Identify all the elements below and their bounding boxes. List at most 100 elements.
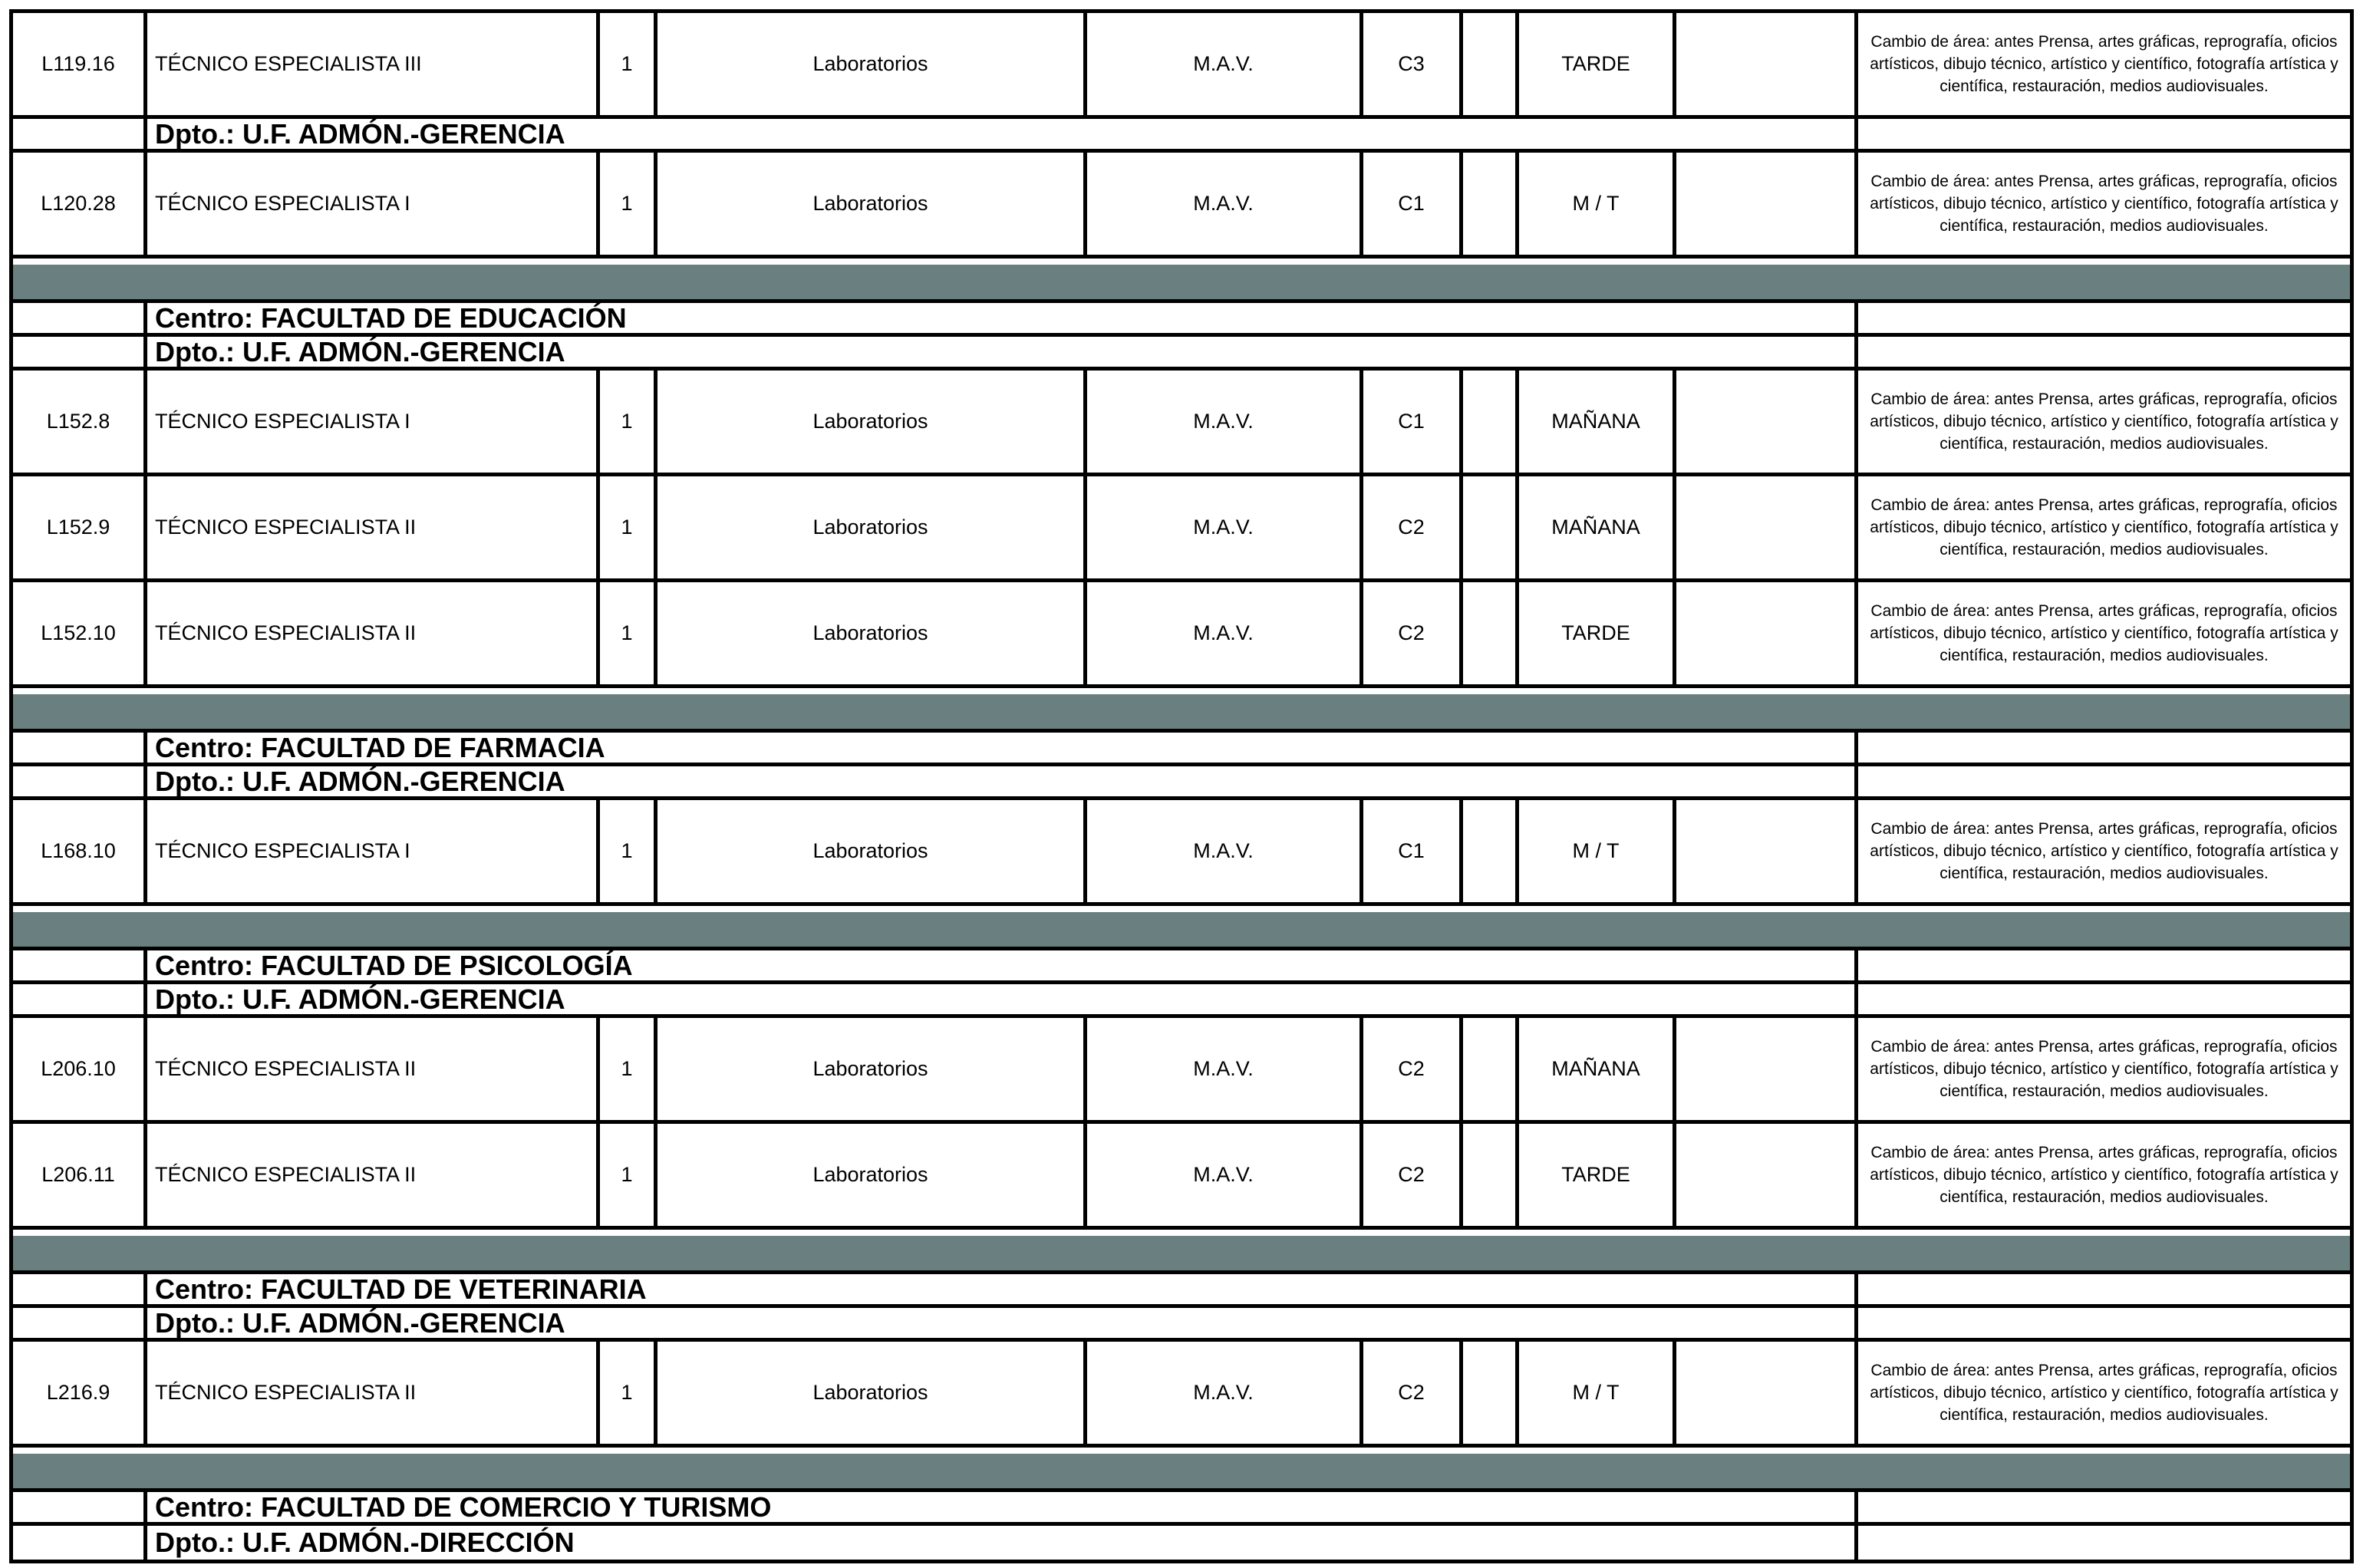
separator-gap [13,906,2350,912]
position-level: C2 [1363,582,1463,684]
position-row: L119.16 TÉCNICO ESPECIALISTA III 1 Labor… [13,13,2350,119]
empty-cell [13,1308,147,1338]
position-dedication: M.A.V. [1087,13,1363,115]
position-observations: Cambio de área: antes Prensa, artes gráf… [1870,173,2338,235]
position-count: 1 [600,371,657,473]
empty-cell [1858,733,2350,763]
section-separator-bar [13,694,2350,733]
empty-cell [13,766,147,796]
position-title: TÉCNICO ESPECIALISTA II [147,476,600,578]
centro-header-row: Centro: FACULTAD DE PSICOLOGÍA [13,950,2350,984]
position-observations: Cambio de área: antes Prensa, artes gráf… [1870,602,2338,664]
position-count: 1 [600,153,657,255]
position-unit: Laboratorios [657,582,1087,684]
empty-cell [1858,950,2350,980]
empty-cell [1463,153,1519,255]
dpto-label: Dpto.: U.F. ADMÓN.-GERENCIA [147,119,1858,149]
position-count: 1 [600,582,657,684]
position-unit: Laboratorios [657,1342,1087,1444]
position-count: 1 [600,13,657,115]
empty-cell [1858,1274,2350,1304]
position-dedication: M.A.V. [1087,476,1363,578]
position-observations: Cambio de área: antes Prensa, artes gráf… [1870,1362,2338,1424]
empty-cell [1858,303,2350,333]
dpto-label: Dpto.: U.F. ADMÓN.-GERENCIA [147,1308,1858,1338]
empty-cell [1463,1018,1519,1120]
position-level: C2 [1363,1124,1463,1226]
position-level: C3 [1363,13,1463,115]
empty-cell [13,733,147,763]
centro-header-row: Centro: FACULTAD DE EDUCACIÓN [13,303,2350,337]
position-title: TÉCNICO ESPECIALISTA I [147,153,600,255]
position-level: C1 [1363,371,1463,473]
section-separator-bar [13,265,2350,303]
position-observations: Cambio de área: antes Prensa, artes gráf… [1870,1038,2338,1100]
position-count: 1 [600,1342,657,1444]
centro-header-row: Centro: FACULTAD DE COMERCIO Y TURISMO [13,1492,2350,1526]
position-title: TÉCNICO ESPECIALISTA III [147,13,600,115]
position-row: L206.11 TÉCNICO ESPECIALISTA II 1 Labora… [13,1124,2350,1230]
position-row: L120.28 TÉCNICO ESPECIALISTA I 1 Laborat… [13,153,2350,259]
positions-table: L119.16 TÉCNICO ESPECIALISTA III 1 Labor… [9,9,2354,1563]
section-separator-bar [13,912,2350,950]
position-row: L168.10 TÉCNICO ESPECIALISTA I 1 Laborat… [13,800,2350,906]
position-shift: MAÑANA [1519,1018,1676,1120]
position-code: L152.10 [13,582,147,684]
position-dedication: M.A.V. [1087,800,1363,902]
section-separator-bar [13,1454,2350,1492]
centro-header-row: Centro: FACULTAD DE VETERINARIA [13,1274,2350,1308]
separator-gap [13,1448,2350,1454]
empty-cell [1676,153,1858,255]
dpto-label: Dpto.: U.F. ADMÓN.-GERENCIA [147,337,1858,367]
empty-cell [1858,119,2350,149]
empty-cell [1463,1124,1519,1226]
dpto-header-row: Dpto.: U.F. ADMÓN.-GERENCIA [13,119,2350,153]
position-dedication: M.A.V. [1087,1124,1363,1226]
empty-cell [13,1526,147,1560]
centro-label: Centro: FACULTAD DE VETERINARIA [147,1274,1858,1304]
dpto-label: Dpto.: U.F. ADMÓN.-DIRECCIÓN [147,1526,1858,1560]
empty-cell [1676,476,1858,578]
position-unit: Laboratorios [657,476,1087,578]
centro-label: Centro: FACULTAD DE EDUCACIÓN [147,303,1858,333]
position-dedication: M.A.V. [1087,371,1363,473]
position-code: L168.10 [13,800,147,902]
position-code: L216.9 [13,1342,147,1444]
dpto-header-row: Dpto.: U.F. ADMÓN.-GERENCIA [13,1308,2350,1342]
centro-label: Centro: FACULTAD DE COMERCIO Y TURISMO [147,1492,1858,1522]
position-shift: TARDE [1519,1124,1676,1226]
position-title: TÉCNICO ESPECIALISTA II [147,1018,600,1120]
position-observations: Cambio de área: antes Prensa, artes gráf… [1870,390,2338,453]
empty-cell [1676,1342,1858,1444]
position-code: L206.11 [13,1124,147,1226]
position-shift: M / T [1519,1342,1676,1444]
empty-cell [1858,337,2350,367]
position-row: L152.10 TÉCNICO ESPECIALISTA II 1 Labora… [13,582,2350,688]
position-row: L206.10 TÉCNICO ESPECIALISTA II 1 Labora… [13,1018,2350,1124]
position-shift: TARDE [1519,13,1676,115]
dpto-label: Dpto.: U.F. ADMÓN.-GERENCIA [147,766,1858,796]
position-unit: Laboratorios [657,371,1087,473]
empty-cell [1463,800,1519,902]
position-row: L152.8 TÉCNICO ESPECIALISTA I 1 Laborato… [13,371,2350,476]
position-count: 1 [600,1124,657,1226]
empty-cell [1858,1308,2350,1338]
position-level: C2 [1363,1342,1463,1444]
position-unit: Laboratorios [657,13,1087,115]
position-code: L119.16 [13,13,147,115]
position-shift: M / T [1519,153,1676,255]
position-title: TÉCNICO ESPECIALISTA II [147,1124,600,1226]
empty-cell [1676,1124,1858,1226]
separator-gap [13,259,2350,265]
position-count: 1 [600,800,657,902]
position-unit: Laboratorios [657,1018,1087,1120]
empty-cell [1676,371,1858,473]
position-observations: Cambio de área: antes Prensa, artes gráf… [1870,820,2338,882]
position-dedication: M.A.V. [1087,153,1363,255]
empty-cell [13,950,147,980]
dpto-header-row: Dpto.: U.F. ADMÓN.-GERENCIA [13,766,2350,800]
empty-cell [1676,800,1858,902]
separator-gap [13,1230,2350,1236]
position-title: TÉCNICO ESPECIALISTA I [147,371,600,473]
